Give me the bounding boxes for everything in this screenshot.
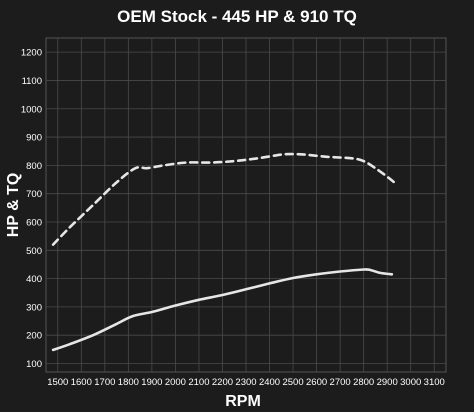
series-line-solid (51, 268, 394, 352)
y-axis-label: HP & TQ (5, 173, 22, 238)
x-tick-label: 2000 (165, 377, 186, 388)
y-tick-label: 200 (26, 331, 42, 342)
y-tick-label: 500 (26, 246, 42, 257)
y-tick-label: 300 (26, 302, 42, 313)
y-tick-label: 800 (26, 161, 42, 172)
x-tick-label: 1500 (47, 377, 68, 388)
x-tick-label: 2600 (306, 377, 327, 388)
y-tick-label: 100 (26, 359, 42, 370)
series-line-dashed (51, 152, 396, 246)
x-tick-label: 1600 (71, 377, 92, 388)
y-tick-label: 900 (26, 133, 42, 144)
series-lines (51, 152, 396, 352)
chart-title: OEM Stock - 445 HP & 910 TQ (117, 7, 357, 26)
x-tick-label: 3000 (400, 377, 421, 388)
x-tick-label: 2500 (282, 377, 303, 388)
y-tick-label: 1000 (21, 104, 42, 115)
x-tick-label: 2800 (353, 377, 374, 388)
y-tick-labels: 100 200 300 400 500 600 700 800 900 1000 1100 1200 (21, 48, 42, 370)
x-axis-label: RPM (225, 393, 261, 410)
x-tick-label: 2300 (235, 377, 256, 388)
grid (46, 38, 446, 372)
x-tick-label: 3100 (424, 377, 445, 388)
x-tick-label: 2100 (188, 377, 209, 388)
y-tick-label: 1200 (21, 48, 42, 59)
y-tick-label: 600 (26, 217, 42, 228)
x-tick-label: 2400 (259, 377, 280, 388)
x-tick-label: 2200 (212, 377, 233, 388)
x-tick-label: 2700 (330, 377, 351, 388)
x-tick-label: 2900 (377, 377, 398, 388)
x-tick-labels: 1500 1600 1700 1800 1900 2000 2100 2200 2300 2400… (47, 377, 445, 388)
x-tick-label: 1700 (94, 377, 115, 388)
y-tick-label: 700 (26, 189, 42, 200)
x-tick-label: 1900 (141, 377, 162, 388)
y-tick-label: 400 (26, 274, 42, 285)
y-tick-label: 1100 (22, 76, 42, 87)
x-tick-label: 1800 (118, 377, 139, 388)
